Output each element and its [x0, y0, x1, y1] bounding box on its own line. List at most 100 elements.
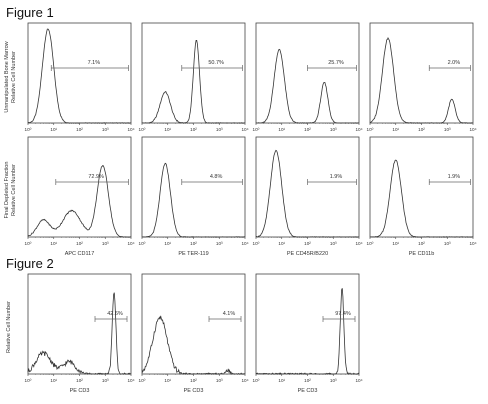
histogram-panel: 10⁰ 10¹ 10² 10³ 10⁴ 4.1% PE CD3 — [139, 273, 249, 394]
x-tick-label: 10² — [304, 127, 311, 132]
x-tick-label: 10² — [304, 241, 311, 246]
x-tick-label: 10¹ — [164, 378, 171, 383]
histogram-curve — [256, 48, 360, 124]
x-tick-label: 10³ — [102, 378, 109, 383]
panel-frame — [255, 136, 360, 238]
x-tick-label: 10² — [76, 241, 83, 246]
x-tick-label: 10³ — [216, 378, 223, 383]
x-tick-label: 10³ — [330, 241, 337, 246]
gate-percent-label: 7.1% — [88, 60, 101, 66]
histogram-curve — [142, 162, 246, 238]
x-tick-label: 10⁰ — [253, 378, 260, 383]
gate-percent-label: 4.1% — [223, 311, 236, 317]
x-tick-label: 10⁰ — [25, 127, 32, 132]
x-tick-label: 10³ — [444, 127, 451, 132]
histogram-curve — [27, 165, 132, 238]
row-3-label: Relative Cell Number — [6, 301, 12, 353]
x-axis-label: PE TER-119 — [178, 251, 208, 257]
panel-frame — [141, 273, 246, 375]
panel-frame — [27, 136, 132, 238]
x-tick-label: 10⁴ — [127, 378, 134, 383]
x-tick-label: 10³ — [102, 241, 109, 246]
gate-percent-label: 97.4% — [335, 311, 351, 317]
x-tick-label: 10⁴ — [355, 378, 362, 383]
x-tick-label: 10⁰ — [139, 127, 146, 132]
histogram-curve — [141, 40, 246, 124]
histogram-curve — [27, 28, 132, 124]
x-tick-label: 10⁰ — [25, 378, 32, 383]
histogram-curve — [369, 37, 473, 124]
x-axis-label: PE CD3 — [298, 388, 318, 394]
x-tick-label: 10¹ — [392, 241, 399, 246]
gate-percent-label: 42.6% — [107, 311, 123, 317]
gate-percent-label: 1.9% — [330, 174, 343, 180]
panel-frame — [369, 22, 474, 124]
x-tick-label: 10² — [76, 127, 83, 132]
x-tick-label: 10⁰ — [367, 127, 374, 132]
gate-percent-label: 1.9% — [448, 174, 461, 180]
histogram-panel: 10⁰ 10¹ 10² 10³ 10⁴ 42.6% PE CD3 — [25, 273, 135, 394]
x-tick-label: 10⁴ — [241, 241, 248, 246]
x-tick-label: 10³ — [102, 127, 109, 132]
x-tick-label: 10⁴ — [355, 241, 362, 246]
x-tick-label: 10² — [190, 378, 197, 383]
x-tick-label: 10² — [418, 241, 425, 246]
row-1-label-line1: Unmanipulated Bone Marrow — [4, 41, 10, 112]
x-tick-label: 10³ — [330, 378, 337, 383]
x-tick-label: 10⁴ — [241, 378, 248, 383]
row-2-label-line1: Final Depleted Fraction — [4, 162, 10, 219]
x-tick-label: 10¹ — [278, 241, 285, 246]
x-tick-label: 10⁴ — [469, 127, 476, 132]
x-axis-label: APC CD117 — [65, 251, 95, 257]
x-axis-label: PE CD11b — [409, 251, 435, 257]
histogram-panel: 10⁰ 10¹ 10² 10³ 10⁴ 25.7% — [253, 22, 363, 132]
gate-percent-label: 2.0% — [448, 60, 461, 66]
x-tick-label: 10² — [76, 378, 83, 383]
panel-frame — [255, 22, 360, 124]
x-tick-label: 10¹ — [392, 127, 399, 132]
x-axis-label: PE CD3 — [70, 388, 90, 394]
figure-1-title: Figure 1 — [6, 5, 54, 20]
x-tick-label: 10¹ — [164, 127, 171, 132]
histogram-panel: 10⁰ 10¹ 10² 10³ 10⁴ 7.1% — [25, 22, 135, 132]
histogram-panel: 10⁰ 10¹ 10² 10³ 10⁴ 4.8% PE TER-119 — [139, 136, 249, 257]
x-tick-label: 10¹ — [50, 241, 57, 246]
panel-frame — [141, 136, 246, 238]
histogram-panel: 10⁰ 10¹ 10² 10³ 10⁴ 50.7% — [139, 22, 249, 132]
x-tick-label: 10³ — [444, 241, 451, 246]
histogram-panel: 10⁰ 10¹ 10² 10³ 10⁴ 2.0% — [367, 22, 477, 132]
gate-percent-label: 50.7% — [208, 60, 224, 66]
x-tick-label: 10¹ — [164, 241, 171, 246]
panel-frame — [27, 22, 132, 124]
histogram-panel: 10⁰ 10¹ 10² 10³ 10⁴ 1.9% PE CD45R/B220 — [253, 136, 363, 257]
x-axis-label: PE CD3 — [184, 388, 204, 394]
histogram-curve — [27, 292, 131, 375]
x-tick-label: 10⁰ — [139, 378, 146, 383]
x-tick-label: 10⁴ — [241, 127, 248, 132]
x-tick-label: 10⁰ — [253, 127, 260, 132]
x-tick-label: 10² — [304, 378, 311, 383]
gate-percent-label: 72.9% — [88, 174, 104, 180]
x-tick-label: 10¹ — [50, 127, 57, 132]
x-tick-label: 10⁰ — [139, 241, 146, 246]
gate-percent-label: 4.8% — [210, 174, 223, 180]
histogram-curve — [255, 288, 360, 375]
x-tick-label: 10⁰ — [367, 241, 374, 246]
x-tick-label: 10³ — [216, 127, 223, 132]
histogram-curve — [141, 315, 246, 375]
x-tick-label: 10⁴ — [127, 127, 134, 132]
x-tick-label: 10⁴ — [127, 241, 134, 246]
gate-percent-label: 25.7% — [328, 60, 344, 66]
x-tick-label: 10² — [190, 127, 197, 132]
histogram-panel: 10⁰ 10¹ 10² 10³ 10⁴ 1.9% PE CD11b — [367, 136, 477, 257]
x-tick-label: 10¹ — [278, 378, 285, 383]
x-tick-label: 10³ — [216, 241, 223, 246]
histogram-curve — [255, 149, 359, 238]
histogram-panel: 10⁰ 10¹ 10² 10³ 10⁴ 72.9% APC CD117 — [25, 136, 135, 257]
row-2-label-line2: Relative Cell Number — [11, 164, 17, 216]
row-1-label-line2: Relative Cell Number — [11, 51, 17, 103]
x-tick-label: 10⁰ — [253, 241, 260, 246]
x-tick-label: 10³ — [330, 127, 337, 132]
